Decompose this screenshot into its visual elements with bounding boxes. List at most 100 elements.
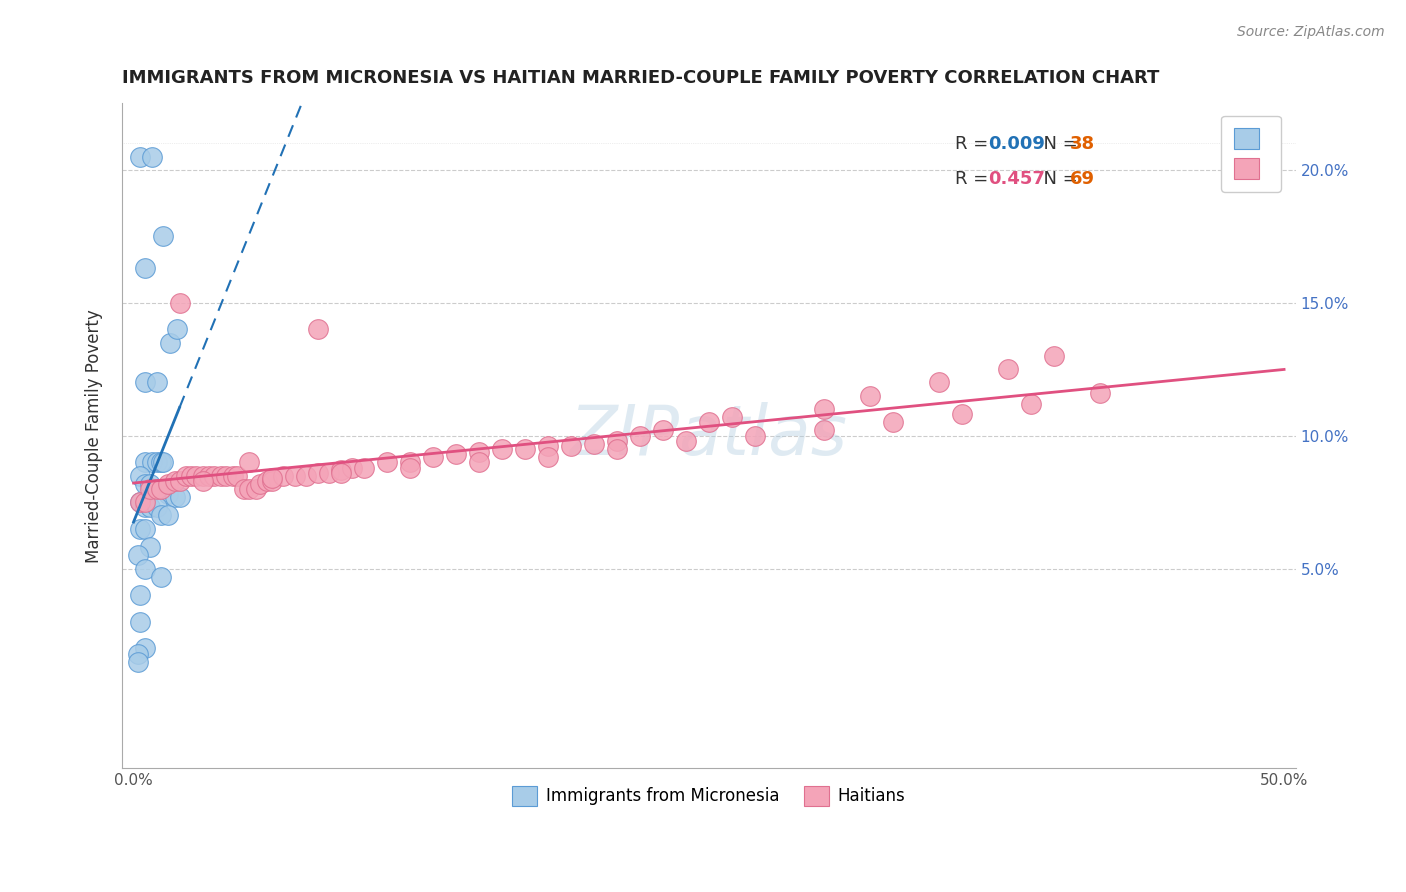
Point xyxy=(138,541,160,555)
Point xyxy=(180,468,202,483)
Point xyxy=(209,468,232,483)
Point xyxy=(537,450,560,464)
Point xyxy=(145,455,167,469)
Point xyxy=(444,447,467,461)
Point xyxy=(150,482,173,496)
Point xyxy=(129,468,152,483)
Point xyxy=(127,647,149,661)
Point xyxy=(260,474,283,488)
Text: N =: N = xyxy=(1032,169,1083,188)
Point xyxy=(127,549,149,563)
Point xyxy=(256,474,278,488)
Point xyxy=(129,495,152,509)
Point xyxy=(145,376,167,390)
Point xyxy=(127,655,149,669)
Point xyxy=(271,468,294,483)
Point xyxy=(150,569,173,583)
Point xyxy=(582,436,605,450)
Point xyxy=(467,444,489,458)
Text: Source: ZipAtlas.com: Source: ZipAtlas.com xyxy=(1237,25,1385,39)
Text: 0.009: 0.009 xyxy=(988,136,1045,153)
Point xyxy=(318,466,340,480)
Point xyxy=(191,474,214,488)
Point xyxy=(537,439,560,453)
Point xyxy=(141,149,163,163)
Y-axis label: Married-Couple Family Poverty: Married-Couple Family Poverty xyxy=(86,309,103,563)
Text: 69: 69 xyxy=(1070,169,1095,188)
Point xyxy=(150,482,173,496)
Point xyxy=(141,455,163,469)
Point xyxy=(134,455,156,469)
Text: IMMIGRANTS FROM MICRONESIA VS HAITIAN MARRIED-COUPLE FAMILY POVERTY CORRELATION : IMMIGRANTS FROM MICRONESIA VS HAITIAN MA… xyxy=(122,69,1160,87)
Text: 38: 38 xyxy=(1070,136,1095,153)
Point xyxy=(134,495,156,509)
Point xyxy=(166,322,188,336)
Point xyxy=(340,460,363,475)
Point xyxy=(329,463,352,477)
Point xyxy=(214,468,236,483)
Point xyxy=(145,500,167,515)
Point xyxy=(928,376,950,390)
Point xyxy=(145,482,167,496)
Point xyxy=(859,389,882,403)
Point xyxy=(491,442,513,456)
Point xyxy=(138,482,160,496)
Point xyxy=(145,482,167,496)
Point xyxy=(422,450,444,464)
Point xyxy=(307,322,329,336)
Point xyxy=(150,455,173,469)
Point xyxy=(813,423,835,437)
Point xyxy=(398,460,420,475)
Point xyxy=(129,615,152,629)
Point xyxy=(129,588,152,602)
Point xyxy=(159,335,181,350)
Point xyxy=(169,474,191,488)
Point xyxy=(398,455,420,469)
Point xyxy=(882,415,904,429)
Point xyxy=(134,500,156,515)
Point xyxy=(353,460,375,475)
Point xyxy=(221,468,243,483)
Point xyxy=(560,439,582,453)
Point xyxy=(191,468,214,483)
Point xyxy=(245,482,267,496)
Point xyxy=(226,468,249,483)
Point xyxy=(467,455,489,469)
Text: N =: N = xyxy=(1032,136,1083,153)
Point xyxy=(169,490,191,504)
Point xyxy=(138,500,160,515)
Point xyxy=(249,476,271,491)
Legend: Immigrants from Micronesia, Haitians: Immigrants from Micronesia, Haitians xyxy=(506,779,912,813)
Point xyxy=(169,295,191,310)
Point xyxy=(129,495,152,509)
Point xyxy=(744,428,766,442)
Point xyxy=(1043,349,1066,363)
Point xyxy=(513,442,536,456)
Point xyxy=(606,442,628,456)
Point xyxy=(138,476,160,491)
Point xyxy=(238,482,260,496)
Point xyxy=(238,455,260,469)
Point xyxy=(184,468,207,483)
Point xyxy=(129,522,152,536)
Text: R =: R = xyxy=(955,169,994,188)
Point xyxy=(1088,386,1111,401)
Point xyxy=(284,468,307,483)
Text: 0.457: 0.457 xyxy=(988,169,1045,188)
Point xyxy=(628,428,651,442)
Text: R =: R = xyxy=(955,136,994,153)
Point xyxy=(129,149,152,163)
Point xyxy=(134,522,156,536)
Point xyxy=(134,641,156,656)
Point xyxy=(202,468,225,483)
Point xyxy=(606,434,628,448)
Point xyxy=(157,476,180,491)
Point xyxy=(697,415,720,429)
Point xyxy=(152,455,174,469)
Point xyxy=(1019,397,1042,411)
Point xyxy=(176,468,198,483)
Point xyxy=(675,434,697,448)
Point xyxy=(152,229,174,244)
Point xyxy=(163,490,186,504)
Point xyxy=(813,402,835,417)
